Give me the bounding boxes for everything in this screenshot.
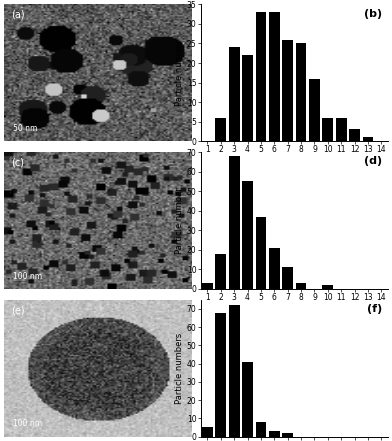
Y-axis label: Particle number: Particle number: [175, 187, 184, 254]
Bar: [269, 431, 279, 437]
Y-axis label: Particle numbers: Particle numbers: [175, 333, 184, 404]
Bar: [229, 156, 240, 289]
Bar: [336, 118, 347, 141]
Bar: [256, 12, 266, 141]
Bar: [323, 118, 333, 141]
Bar: [282, 40, 293, 141]
Bar: [242, 181, 253, 289]
Bar: [296, 283, 307, 289]
Text: (c): (c): [11, 157, 24, 168]
Text: 100 nm: 100 nm: [13, 419, 42, 428]
Bar: [242, 55, 253, 141]
Text: (e): (e): [11, 305, 25, 315]
Bar: [216, 118, 226, 141]
Bar: [269, 248, 279, 289]
Bar: [296, 44, 307, 141]
Bar: [229, 305, 240, 437]
Bar: [309, 78, 320, 141]
Text: (f): (f): [367, 304, 383, 314]
Text: (d): (d): [364, 156, 383, 166]
Bar: [282, 267, 293, 289]
Bar: [242, 362, 253, 437]
Bar: [349, 130, 360, 141]
X-axis label: Particle size (nm): Particle size (nm): [250, 157, 339, 166]
Text: 50 nm: 50 nm: [13, 124, 38, 133]
Bar: [363, 137, 373, 141]
Bar: [216, 313, 226, 437]
Bar: [216, 254, 226, 289]
Text: 100 nm: 100 nm: [13, 272, 42, 280]
Text: (a): (a): [11, 10, 25, 20]
Text: (b): (b): [364, 8, 383, 19]
Bar: [282, 433, 293, 437]
Y-axis label: Particle number: Particle number: [175, 39, 184, 106]
X-axis label: Particle size (nm): Particle size (nm): [250, 305, 339, 314]
Bar: [269, 12, 279, 141]
Bar: [229, 47, 240, 141]
Bar: [202, 283, 213, 289]
Bar: [256, 422, 266, 437]
Bar: [256, 217, 266, 289]
Bar: [202, 427, 213, 437]
Bar: [323, 285, 333, 289]
